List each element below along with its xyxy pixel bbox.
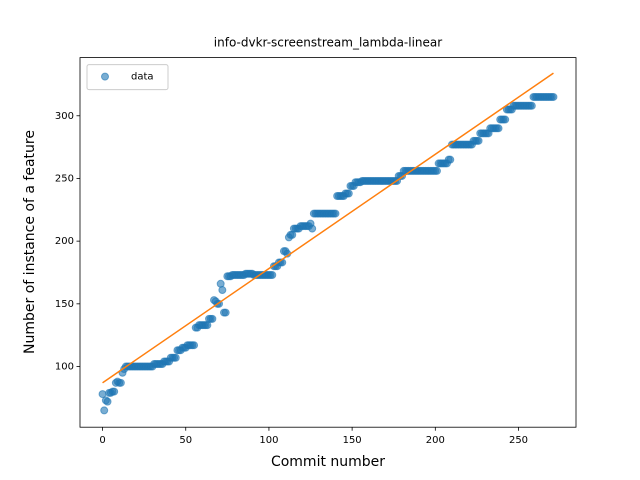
y-tick-label: 200 <box>55 236 74 247</box>
data-point <box>344 189 353 198</box>
fit-line <box>102 72 554 384</box>
data-point <box>221 308 230 317</box>
y-tick-label: 150 <box>55 299 74 310</box>
y-tick-label: 100 <box>55 362 74 373</box>
data-point <box>432 166 441 175</box>
x-tick-label: 100 <box>259 435 278 446</box>
data-point <box>494 124 503 133</box>
data-point <box>116 378 125 387</box>
x-axis-label: Commit number <box>271 454 385 470</box>
x-tick-label: 250 <box>509 435 528 446</box>
x-tick-label: 200 <box>426 435 445 446</box>
chart-title: info-dvkr-screenstream_lambda-linear <box>214 36 442 50</box>
data-point <box>527 101 536 110</box>
legend-marker <box>101 72 109 81</box>
axes-frame <box>79 57 577 428</box>
data-point <box>218 286 227 295</box>
data-point <box>308 224 317 233</box>
data-point <box>268 270 277 279</box>
data-point <box>171 353 180 362</box>
x-tick-label: 0 <box>99 435 105 446</box>
data-point <box>331 209 340 218</box>
data-point <box>446 155 455 164</box>
data-point <box>501 115 510 124</box>
data-point <box>549 92 558 101</box>
y-tick-label: 300 <box>55 111 74 122</box>
data-point <box>110 387 119 396</box>
data-point <box>474 136 483 145</box>
x-tick-label: 50 <box>179 435 192 446</box>
plot-area <box>98 72 558 415</box>
data-point <box>100 406 109 415</box>
data-point <box>190 341 199 350</box>
data-point <box>208 314 217 323</box>
y-tick-label: 250 <box>55 173 74 184</box>
legend-box <box>86 64 169 91</box>
y-axis-label: Number of instance of a feature <box>22 130 38 354</box>
legend-label: data <box>131 72 154 83</box>
data-point <box>103 397 112 406</box>
x-tick-label: 150 <box>343 435 362 446</box>
